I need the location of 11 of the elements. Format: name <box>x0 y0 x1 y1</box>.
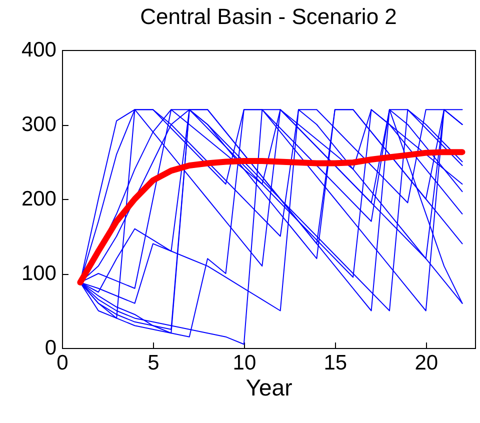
chart-title: Central Basin - Scenario 2 <box>140 4 397 29</box>
y-tick-label: 400 <box>21 38 56 62</box>
x-tick-label: 20 <box>414 352 438 374</box>
x-tick-label: 5 <box>148 352 160 374</box>
x-axis-title: Year <box>246 374 293 400</box>
y-tick-label: 0 <box>44 336 56 360</box>
x-tick-label: 10 <box>232 352 256 374</box>
y-tick-label: 200 <box>21 188 56 210</box>
y-tick-label: 300 <box>21 113 56 136</box>
y-tick-label: 100 <box>21 262 56 285</box>
x-tick-label: 15 <box>324 352 348 374</box>
